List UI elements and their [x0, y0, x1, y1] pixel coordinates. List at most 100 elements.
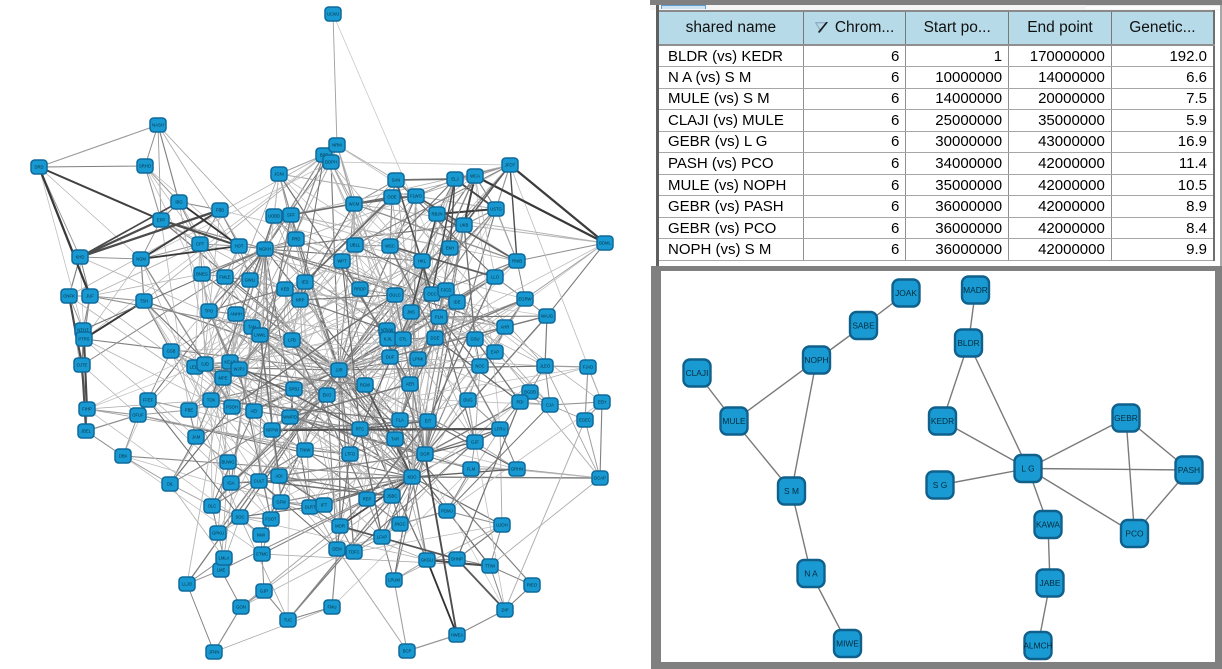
svg-text:WWPD: WWPD [283, 415, 297, 420]
svg-text:KDO: KDO [407, 475, 417, 480]
svg-text:UKB: UKB [460, 223, 469, 228]
svg-text:FLWO: FLWO [410, 194, 423, 199]
svg-text:DLRT: DLRT [305, 505, 316, 510]
svg-text:LFAP: LFAP [377, 535, 387, 540]
svg-text:MPE: MPE [218, 376, 227, 381]
svg-text:JJR: JJR [335, 368, 342, 373]
svg-text:KEAS: KEAS [224, 360, 235, 365]
svg-text:JNS: JNS [407, 310, 415, 315]
svg-text:GEBR: GEBR [1114, 413, 1138, 423]
svg-text:IBG: IBG [175, 200, 182, 205]
svg-text:UCWJ: UCWJ [327, 12, 339, 17]
svg-text:WPT: WPT [337, 259, 347, 264]
svg-text:NFPW: NFPW [266, 428, 278, 433]
svg-text:WJPJ: WJPJ [234, 367, 245, 372]
svg-text:TPO: TPO [205, 309, 214, 314]
svg-text:RBJN: RBJN [432, 212, 443, 217]
svg-text:AER: AER [406, 382, 415, 387]
svg-text:MOR: MOR [335, 524, 345, 529]
svg-text:IFT: IFT [321, 503, 328, 508]
svg-text:ONFK: ONFK [63, 294, 75, 299]
svg-text:OLC: OLC [208, 504, 217, 509]
svg-text:DUG: DUG [463, 398, 472, 403]
svg-text:MADR: MADR [963, 285, 988, 295]
svg-text:LELO: LELO [190, 365, 201, 370]
svg-text:HKL: HKL [418, 259, 427, 264]
svg-text:CPT: CPT [196, 242, 205, 247]
svg-text:DGE: DGE [430, 336, 439, 341]
svg-text:EKH: EKH [446, 246, 455, 251]
svg-text:BPR: BPR [320, 153, 329, 158]
svg-text:FBB: FBB [216, 208, 224, 213]
svg-text:CTMC: CTMC [256, 552, 268, 557]
svg-text:BUWG: BUWG [221, 460, 234, 465]
svg-text:OCC: OCC [427, 292, 436, 297]
svg-text:GPKU: GPKU [212, 531, 224, 536]
svg-text:JFOT: JFOT [505, 163, 516, 168]
svg-text:USTG: USTG [490, 207, 502, 212]
svg-text:LLJO: LLJO [182, 582, 193, 587]
svg-text:GSU: GSU [470, 337, 479, 342]
svg-text:ELJ: ELJ [451, 177, 458, 182]
svg-text:GSB: GSB [167, 349, 176, 354]
svg-text:TOK: TOK [207, 398, 216, 403]
svg-text:DGR: DGR [420, 452, 429, 457]
svg-text:FJCD: FJCD [441, 288, 452, 293]
svg-text:ANHH: ANHH [230, 312, 242, 317]
svg-text:LTFO: LTFO [345, 452, 356, 457]
svg-text:JLEO: JLEO [540, 364, 551, 369]
svg-text:WCM: WCM [349, 202, 360, 207]
svg-text:LPUM: LPUM [388, 578, 400, 583]
svg-text:FLA: FLA [396, 418, 404, 423]
svg-text:SABE: SABE [852, 321, 875, 331]
svg-text:GJF: GJF [471, 440, 479, 445]
svg-text:RRDP: RRDP [354, 287, 366, 292]
svg-text:NOPH: NOPH [804, 355, 828, 365]
svg-text:RTC: RTC [356, 427, 365, 432]
svg-text:PRD: PRD [292, 237, 301, 242]
svg-text:JOAK: JOAK [895, 288, 917, 298]
svg-text:LME: LME [217, 568, 226, 573]
svg-text:REP: REP [363, 497, 372, 502]
svg-text:KJIL: KJIL [384, 337, 393, 342]
svg-text:UOBD: UOBD [268, 214, 280, 219]
svg-text:PASH: PASH [1178, 465, 1200, 475]
svg-text:JFNN: JFNN [209, 650, 220, 655]
svg-text:MIWE: MIWE [836, 639, 859, 649]
svg-text:IGA: IGA [227, 481, 234, 486]
svg-text:LMLA: LMLA [219, 556, 230, 561]
svg-text:EKO: EKO [323, 393, 333, 398]
svg-text:EIT: EIT [425, 419, 432, 424]
svg-text:GRHN: GRHN [511, 467, 523, 472]
svg-text:UBLL: UBLL [350, 243, 361, 248]
svg-text:JNGC: JNGC [394, 522, 405, 527]
svg-text:JUF: JUF [86, 294, 94, 299]
svg-text:AEI: AEI [251, 409, 258, 414]
svg-text:N A: N A [804, 569, 818, 579]
svg-text:DCAP: DCAP [594, 476, 606, 481]
svg-text:UJOH: UJOH [496, 523, 507, 528]
svg-text:ADI: ADI [276, 474, 283, 479]
svg-text:HWEA: HWEA [451, 633, 464, 638]
svg-text:FJAD: FJAD [583, 365, 593, 370]
svg-text:TSH: TSH [140, 299, 148, 304]
svg-text:NOC: NOC [475, 364, 484, 369]
svg-text:JSBC: JSBC [387, 494, 398, 499]
svg-text:KEB: KEB [281, 287, 290, 292]
svg-text:BLDR: BLDR [957, 338, 979, 348]
svg-text:DOPH: DOPH [325, 160, 337, 165]
svg-text:FLM: FLM [467, 467, 476, 472]
svg-text:CLAJI: CLAJI [686, 368, 709, 378]
svg-text:CJA: CJA [546, 403, 554, 408]
svg-text:GFM: GFM [276, 500, 286, 505]
svg-text:TNIW: TNIW [300, 448, 311, 453]
svg-text:S G: S G [933, 480, 947, 490]
svg-text:DRD: DRD [34, 165, 43, 170]
svg-text:EGEC: EGEC [579, 418, 591, 423]
svg-text:GON: GON [236, 605, 246, 610]
svg-text:NRM: NRM [332, 143, 342, 148]
svg-text:EAP: EAP [491, 350, 500, 355]
svg-text:KHD: KHD [76, 255, 85, 260]
svg-text:NTHT: NTHT [77, 328, 89, 333]
svg-text:WAJG: WAJG [541, 314, 553, 319]
